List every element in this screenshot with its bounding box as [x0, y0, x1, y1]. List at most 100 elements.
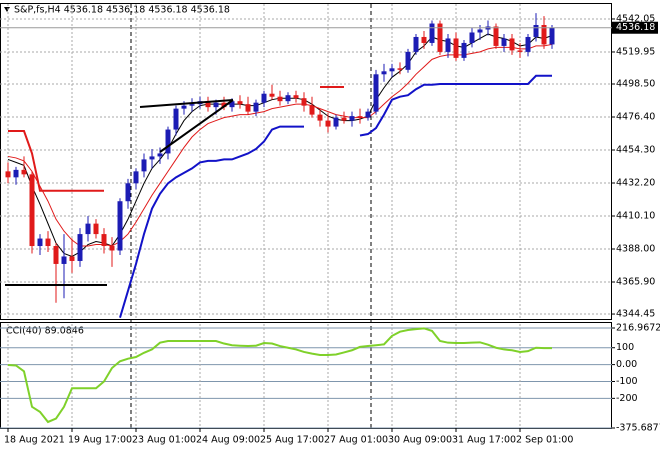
- trend-line: [159, 99, 234, 153]
- x-tick-label: 25 Aug 17:00: [260, 435, 324, 446]
- candle-body: [357, 116, 363, 118]
- cci-line: [7, 327, 552, 424]
- y-tick-label: 4410.10: [616, 211, 655, 222]
- candle-body: [533, 25, 539, 37]
- candle-body: [245, 104, 251, 112]
- candle-body: [13, 169, 19, 178]
- candle-body: [461, 42, 467, 58]
- candle-body: [541, 25, 547, 45]
- candle-body: [165, 129, 171, 154]
- candle-body: [301, 98, 307, 106]
- chart-title: S&P,fs,H4 4536.18 4536.18 4536.18 4536.1…: [14, 5, 230, 16]
- candle-body: [285, 95, 291, 102]
- candle-body: [549, 27, 555, 45]
- y-tick-label: -200: [616, 393, 638, 404]
- candle-body: [181, 105, 187, 109]
- candle-body: [61, 256, 67, 264]
- last-price-box: [612, 21, 658, 34]
- candle-body: [117, 201, 123, 251]
- candle-body: [53, 246, 59, 264]
- x-tick-label: 23 Aug 01:00: [132, 435, 196, 446]
- candle-body: [149, 156, 155, 160]
- candle-body: [261, 93, 267, 103]
- candle-body: [21, 169, 27, 175]
- candle-body: [381, 71, 387, 75]
- x-tick-label: 24 Aug 09:00: [196, 435, 260, 446]
- candle-body: [69, 256, 75, 261]
- candle-body: [477, 29, 483, 33]
- y-tick-label: 4432.20: [616, 178, 655, 189]
- candle-body: [237, 101, 243, 105]
- candle-body: [493, 26, 499, 46]
- y-tick-label: 4476.40: [616, 112, 655, 123]
- candle-body: [29, 174, 35, 247]
- candle-body: [5, 171, 11, 178]
- candle-body: [389, 68, 395, 72]
- candle-body: [413, 36, 419, 52]
- y-tick-label: -375.6877: [616, 423, 660, 434]
- candle-body: [429, 23, 435, 43]
- candle-body: [213, 102, 219, 108]
- candle-body: [189, 104, 195, 106]
- y-tick-label: 4344.45: [616, 309, 655, 320]
- candle-body: [525, 36, 531, 52]
- candle-body: [277, 96, 283, 102]
- candle-body: [325, 120, 331, 127]
- y-tick-label: 0.00: [616, 359, 637, 370]
- y-tick-label: 100: [616, 342, 634, 353]
- candle-body: [437, 23, 443, 52]
- candle-body: [333, 117, 339, 127]
- candle-body: [309, 105, 315, 115]
- candle-body: [157, 153, 163, 157]
- candle-body: [141, 159, 147, 172]
- indicator-line: [119, 125, 304, 318]
- candle-body: [101, 234, 107, 247]
- candle-body: [445, 38, 451, 52]
- y-tick-label: 4388.00: [616, 244, 655, 255]
- candle-body: [45, 238, 51, 247]
- candle-body: [93, 223, 99, 235]
- candle-body: [37, 238, 43, 247]
- candle-body: [125, 183, 131, 202]
- trend-line: [139, 99, 234, 108]
- candle-body: [501, 38, 507, 46]
- candle-body: [509, 38, 515, 51]
- candle-body: [133, 171, 139, 184]
- y-tick-label: -100: [616, 376, 638, 387]
- candle-body: [469, 32, 475, 43]
- candle-body: [341, 117, 347, 121]
- candle-body: [373, 74, 379, 112]
- x-tick-label: 31 Aug 17:00: [452, 435, 516, 446]
- candle-body: [229, 101, 235, 108]
- y-tick-label: 216.9672: [616, 323, 660, 334]
- x-tick-label: 2 Sep 01:00: [516, 435, 573, 446]
- x-tick-label: 18 Aug 2021: [4, 435, 65, 446]
- x-tick-label: 27 Aug 01:00: [324, 435, 388, 446]
- candle-body: [421, 36, 427, 43]
- candle-body: [85, 223, 91, 235]
- candle-body: [397, 68, 403, 70]
- candle-body: [317, 114, 323, 121]
- y-tick-label: 4365.90: [616, 277, 655, 288]
- candle-body: [253, 102, 259, 112]
- candle-body: [173, 108, 179, 130]
- candle-body: [517, 50, 523, 52]
- candle-body: [349, 116, 355, 121]
- y-tick-label: 4542.05: [616, 13, 655, 24]
- indicator-line: [7, 43, 553, 247]
- price-panel-frame: [0, 3, 612, 320]
- candle-body: [453, 38, 459, 58]
- candle-body: [293, 95, 299, 99]
- candle-body: [365, 111, 371, 118]
- candle-body: [221, 102, 227, 108]
- indicator-line: [8, 130, 104, 192]
- y-tick-label: 4454.30: [616, 145, 655, 156]
- candle-body: [269, 93, 275, 97]
- candle-body: [109, 246, 115, 251]
- candle-body: [405, 51, 411, 70]
- y-tick-label: 4519.95: [616, 46, 655, 57]
- last-price-label: 4536.18: [616, 22, 655, 33]
- cci-title: CCI(40) 89.0846: [6, 326, 84, 337]
- x-tick-label: 19 Aug 17:00: [68, 435, 132, 446]
